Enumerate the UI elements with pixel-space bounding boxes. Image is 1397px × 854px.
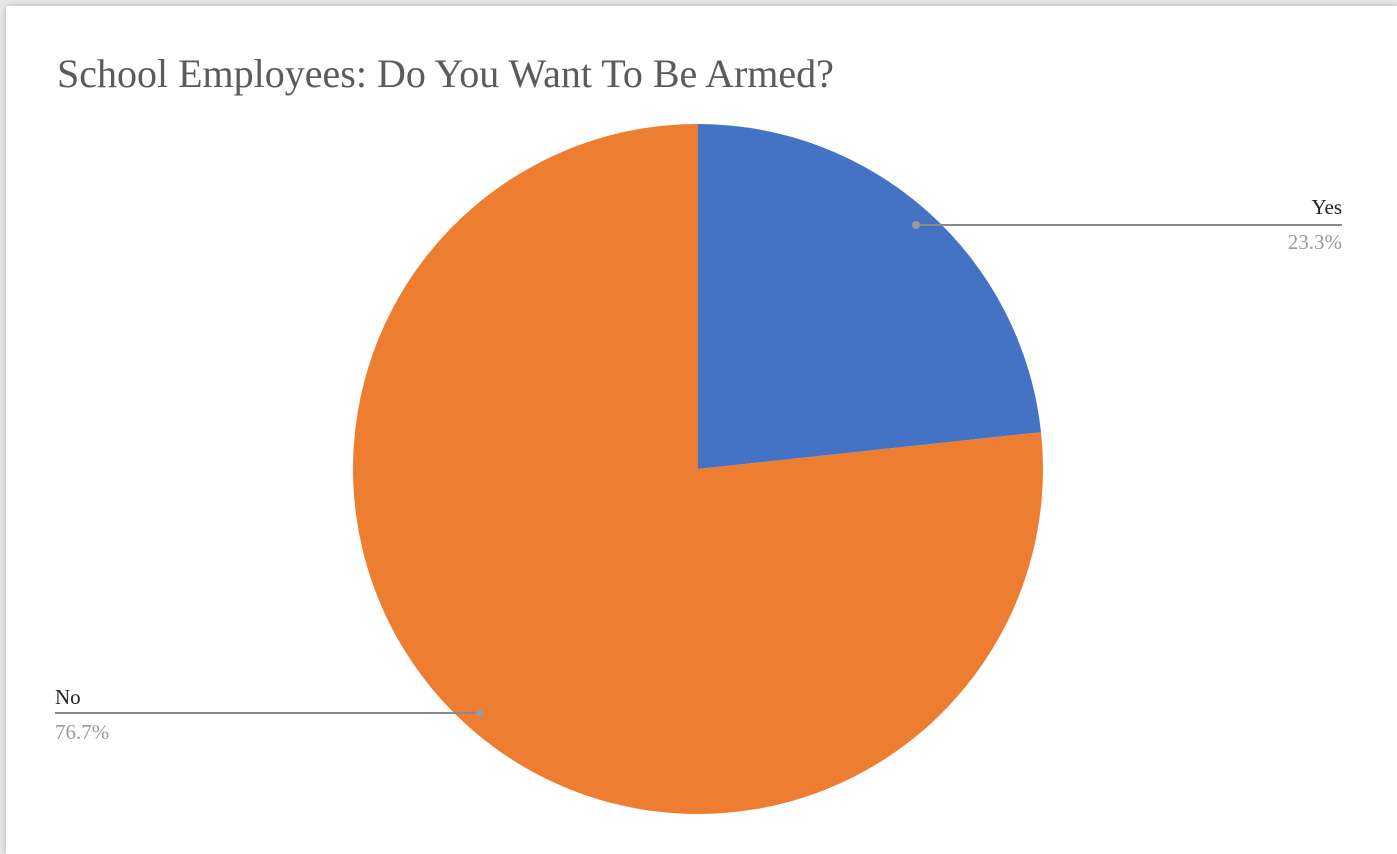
pie-slice-yes: [698, 124, 1042, 469]
pie-chart: Yes 23.3% No 76.7%: [55, 124, 1342, 814]
pie-slice-no: [353, 124, 1044, 814]
slice-percent-yes: 23.3%: [1288, 230, 1342, 254]
leader-dot-yes: [912, 221, 920, 229]
leader-dot-no: [476, 709, 484, 717]
slice-label-no: No: [55, 685, 81, 709]
slice-percent-no: 76.7%: [55, 720, 109, 744]
slice-label-yes: Yes: [1311, 195, 1342, 219]
chart-card: School Employees: Do You Want To Be Arme…: [6, 6, 1397, 854]
chart-title: School Employees: Do You Want To Be Arme…: [57, 51, 834, 96]
